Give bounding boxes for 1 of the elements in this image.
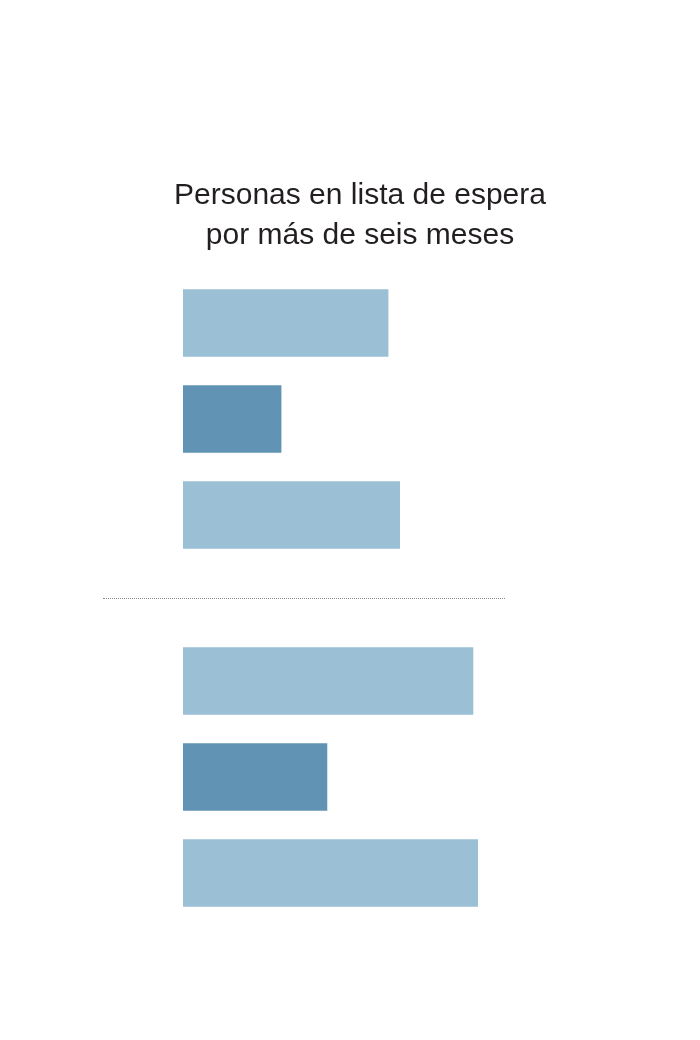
chart-title: Personas en lista de espera por más de seis meses — [173, 176, 547, 252]
